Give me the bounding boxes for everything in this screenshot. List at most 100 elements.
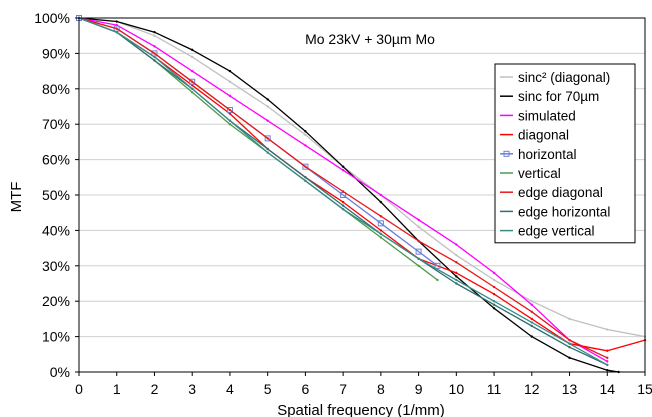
- data-point: [153, 55, 156, 59]
- data-point: [379, 200, 383, 204]
- data-point: [266, 151, 269, 154]
- data-point: [266, 147, 269, 151]
- data-point: [606, 328, 609, 331]
- data-point: [228, 119, 232, 122]
- data-point: [417, 218, 420, 221]
- data-point: [153, 59, 156, 62]
- data-point: [455, 253, 458, 257]
- data-point: [228, 80, 232, 83]
- x-tick-label: 11: [487, 381, 502, 397]
- data-point: [379, 193, 383, 197]
- series-line: [78, 17, 619, 373]
- series-line: [78, 17, 646, 352]
- data-point: [455, 271, 458, 275]
- x-tick-label: 6: [302, 381, 310, 397]
- legend-box: [494, 63, 636, 244]
- data-point: [417, 257, 420, 260]
- legend-item: simulated: [500, 108, 576, 123]
- y-tick-label: 0%: [50, 364, 70, 380]
- data-point: [606, 360, 609, 363]
- y-tick-label: 80%: [42, 81, 70, 97]
- legend-label: edge diagonal: [518, 185, 603, 200]
- data-point: [530, 335, 533, 338]
- legend-label: edge horizontal: [518, 204, 610, 219]
- series-edge-vertical: [77, 16, 609, 367]
- legend-item: edge diagonal: [500, 185, 603, 200]
- legend-item: sinc² (diagonal): [500, 70, 610, 85]
- data-point: [304, 176, 307, 179]
- data-point: [492, 278, 496, 282]
- data-point: [568, 346, 571, 349]
- x-tick-label: 7: [339, 381, 347, 397]
- y-tick-label: 100%: [34, 10, 70, 26]
- data-point: [191, 87, 194, 91]
- data-point: [568, 342, 571, 345]
- data-point: [341, 207, 345, 211]
- data-point: [304, 144, 307, 147]
- legend-marker: [503, 150, 510, 157]
- legend-label: diagonal: [518, 128, 569, 143]
- y-axis-label: MTF: [8, 182, 25, 213]
- data-point: [417, 225, 420, 229]
- data-point: [266, 98, 269, 101]
- data-point: [606, 349, 609, 352]
- y-axis-ticks: 0% 10% 20% 30% 40% 50% 60% 70% 80% 90% 100%: [34, 10, 79, 380]
- legend-label: vertical: [518, 166, 561, 181]
- series-line: [78, 17, 646, 338]
- data-point: [492, 271, 496, 275]
- data-point: [153, 45, 156, 48]
- data-point: [191, 80, 194, 83]
- data-point: [606, 363, 609, 367]
- data-point: [492, 292, 496, 296]
- data-point: [341, 200, 345, 204]
- data-point-marker: [415, 248, 422, 255]
- data-point: [115, 20, 118, 23]
- data-point: [492, 303, 496, 306]
- data-point: [191, 69, 194, 73]
- data-point: [304, 165, 307, 168]
- data-point: [530, 303, 533, 306]
- data-point: [228, 94, 232, 98]
- legend-label: horizontal: [518, 147, 577, 162]
- x-axis-ticks: 0 1 2 3 4 5 6 7 8 9 10 11 12 13 14 15: [75, 372, 652, 397]
- data-point: [153, 52, 156, 55]
- x-tick-label: 5: [264, 381, 272, 397]
- x-axis-label: Spatial frequency (1/mm): [277, 402, 445, 417]
- data-point: [153, 30, 156, 34]
- data-point: [492, 285, 496, 289]
- legend-item: vertical: [500, 166, 561, 181]
- data-point: [379, 232, 383, 236]
- y-tick-label: 50%: [42, 187, 70, 203]
- y-tick-label: 20%: [42, 293, 70, 309]
- x-tick-label: 4: [226, 381, 234, 397]
- x-tick-label: 14: [599, 381, 615, 397]
- data-point: [115, 27, 118, 30]
- legend-item: sinc for 70µm: [500, 89, 599, 104]
- legend-label: edge vertical: [518, 224, 595, 239]
- data-point: [228, 108, 232, 112]
- x-tick-label: 2: [151, 381, 159, 397]
- series-edge-diagonal: [77, 16, 609, 360]
- data-point: [191, 48, 194, 52]
- y-tick-label: 90%: [42, 45, 70, 61]
- data-point: [417, 239, 420, 243]
- data-point: [455, 282, 458, 285]
- x-tick-label: 15: [637, 381, 652, 397]
- data-point-marker: [226, 107, 233, 114]
- data-point: [530, 310, 533, 314]
- data-point: [436, 278, 439, 282]
- data-point: [455, 261, 458, 264]
- legend-item: diagonal: [500, 128, 569, 143]
- legend: sinc² (diagonal) sinc for 70µm simulated di…: [494, 63, 636, 244]
- x-tick-label: 1: [113, 381, 121, 397]
- data-point-marker: [264, 135, 271, 142]
- data-point-marker: [302, 163, 309, 170]
- data-point: [153, 34, 156, 37]
- data-point: [568, 356, 571, 360]
- data-point-marker: [377, 220, 384, 227]
- chart-title: Mo 23kV + 30µm Mo: [305, 31, 435, 47]
- y-tick-label: 40%: [42, 222, 70, 238]
- data-point: [492, 300, 496, 303]
- x-tick-label: 9: [415, 381, 423, 397]
